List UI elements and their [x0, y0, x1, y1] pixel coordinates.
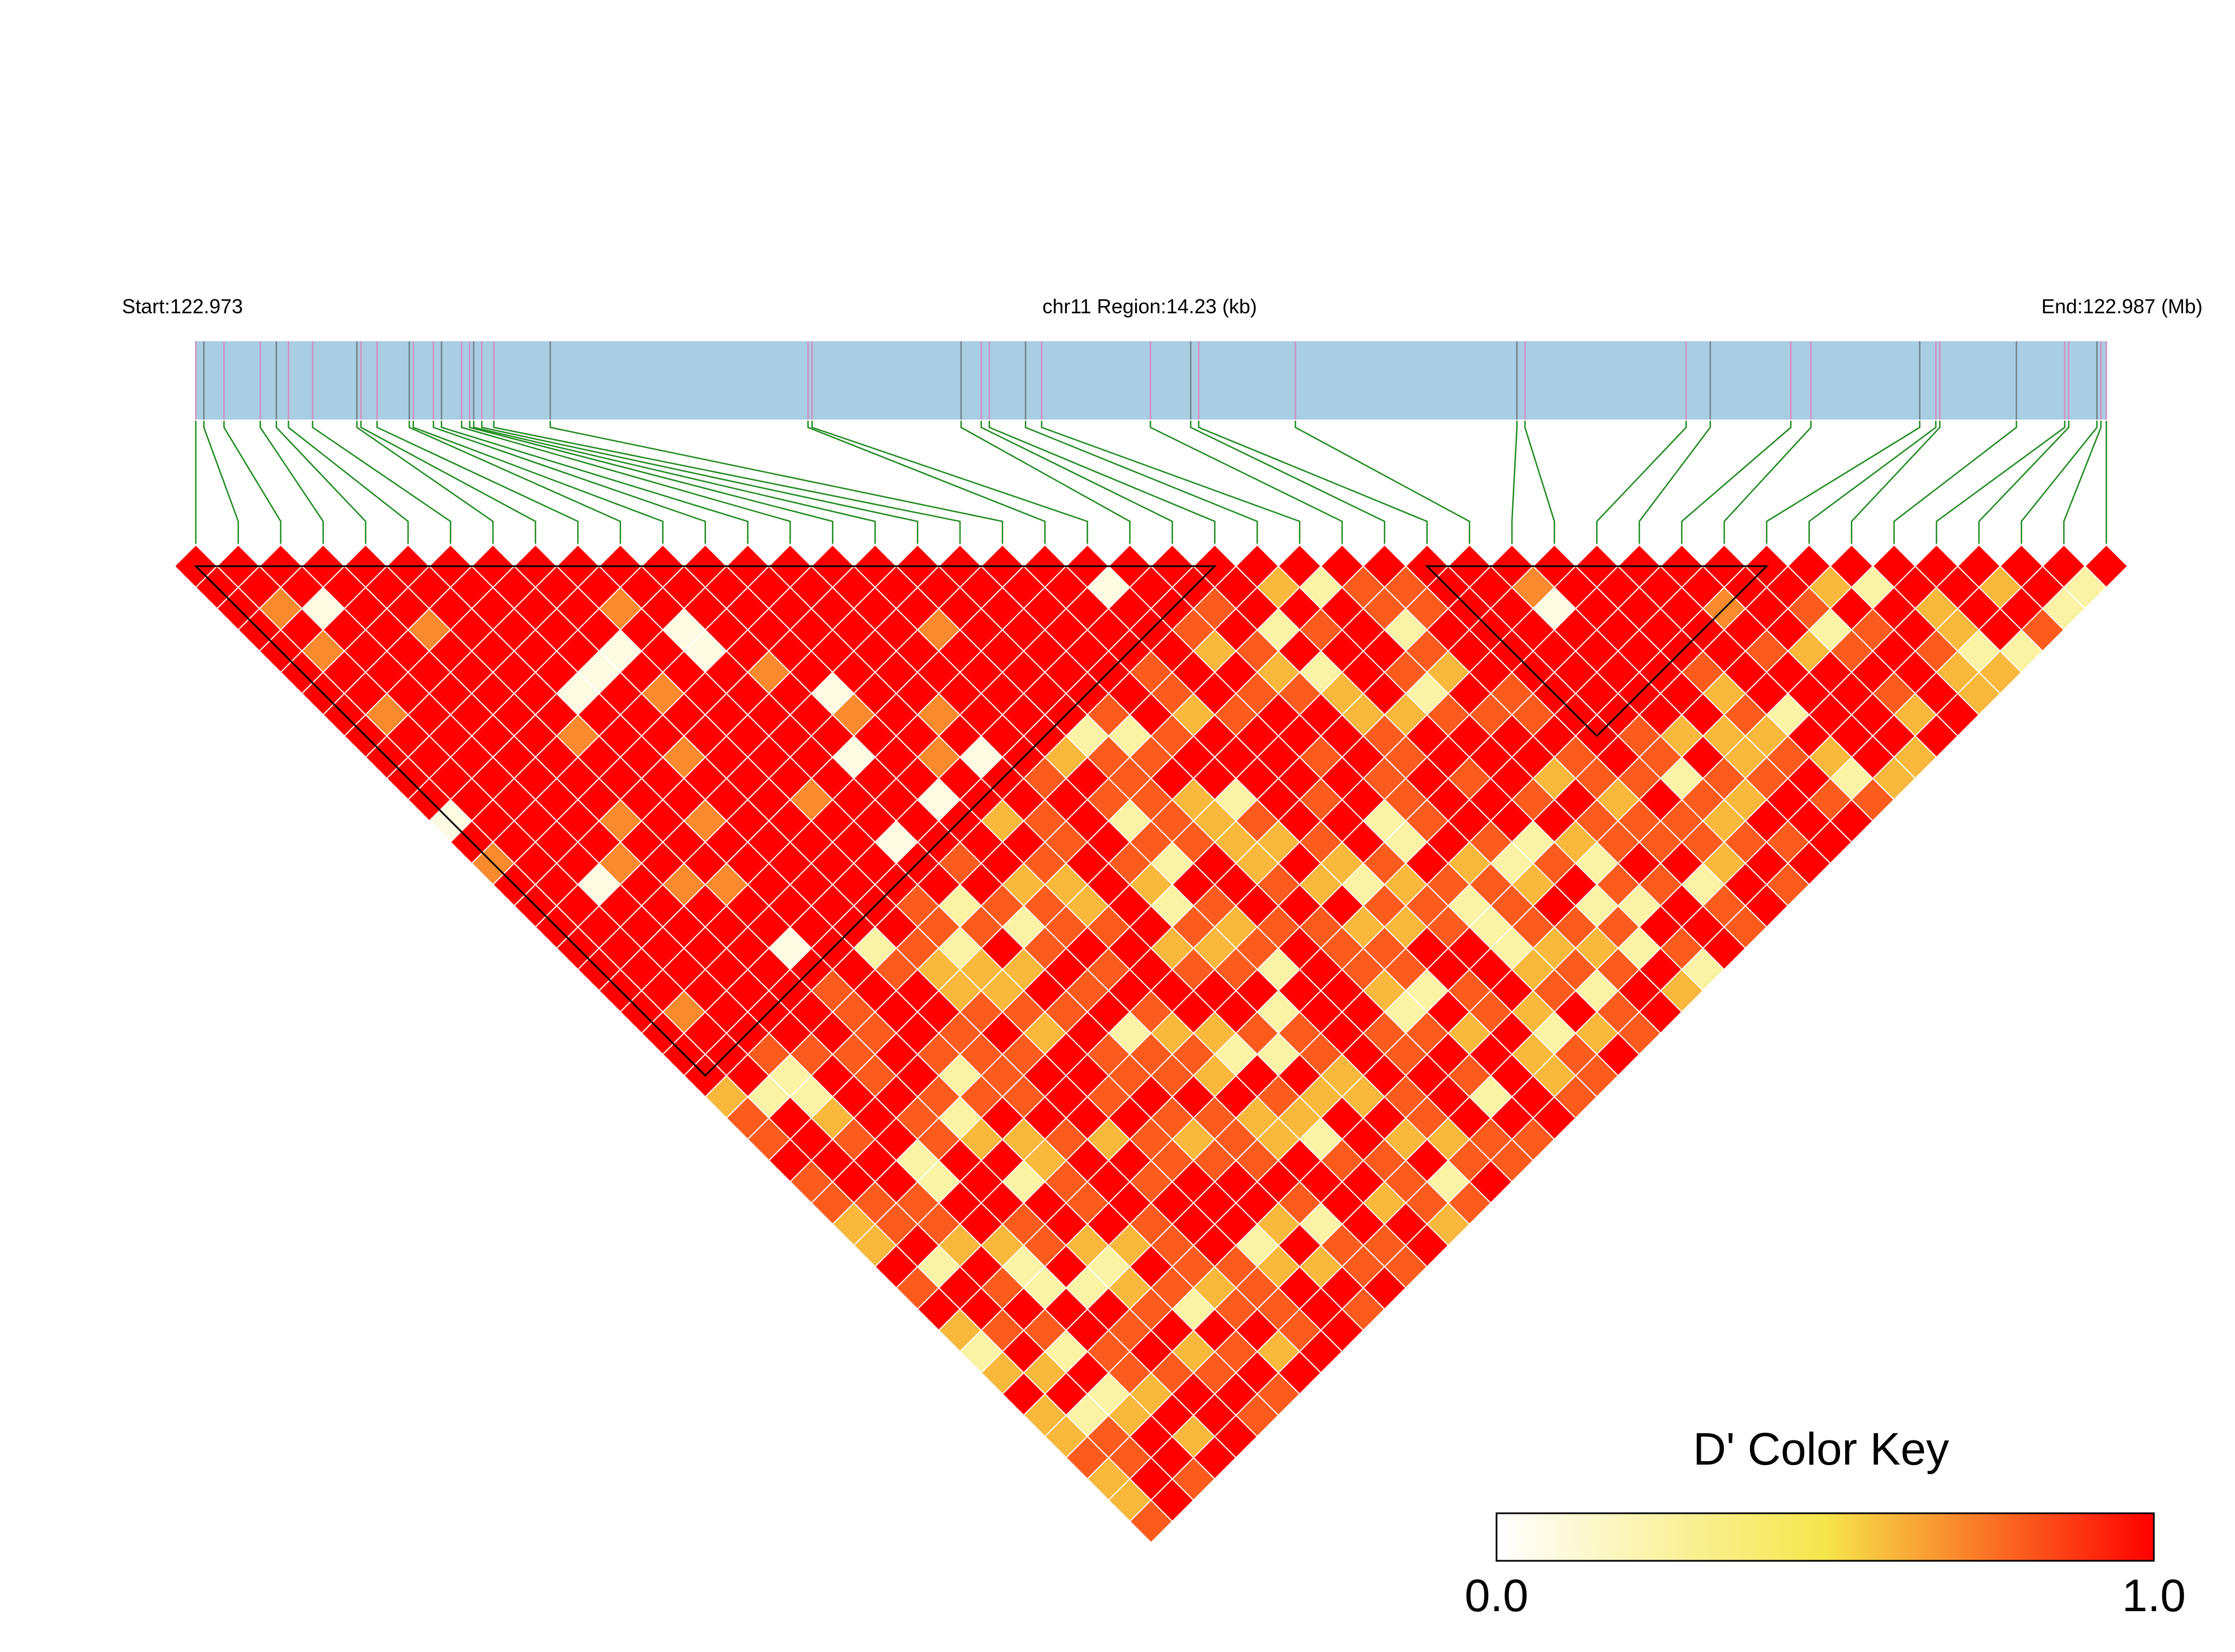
snp-connector [412, 421, 664, 544]
snp-connector [2020, 421, 2098, 544]
region-end-label: End:122.987 (Mb) [2041, 295, 2203, 318]
snp-connector [1893, 421, 2017, 544]
snp-connector [473, 421, 876, 544]
snp-connector [223, 421, 282, 544]
snp-connector [1851, 421, 1941, 544]
snp-connector [432, 421, 706, 544]
snp-connector [275, 421, 366, 544]
snp-connector [1190, 421, 1386, 544]
snp-connector [1295, 421, 1470, 544]
snp-connector [1041, 421, 1301, 544]
snp-connector [460, 421, 791, 544]
snp-connector [493, 421, 961, 544]
snp-connector [356, 421, 494, 544]
snp-connector [2063, 421, 2102, 544]
snp-connector [1524, 421, 1555, 544]
ld-diagonal-cell [2084, 544, 2129, 589]
snp-connector [360, 421, 537, 544]
snp-connector [1511, 421, 1518, 544]
snp-connector-lines [195, 421, 2107, 544]
snp-position-ticks [195, 341, 2107, 420]
snp-connector [1150, 421, 1343, 544]
snp-connector [989, 421, 1216, 544]
ld-cells [173, 544, 2129, 1543]
haplotype-block-outlines [194, 565, 1769, 1077]
snp-connector [440, 421, 749, 544]
snp-connector [481, 421, 919, 544]
snp-connector [203, 421, 239, 544]
snp-connector [1638, 421, 1711, 544]
snp-connector [960, 421, 1131, 544]
color-key: D' Color Key 0.0 1.0 [1465, 1424, 2186, 1621]
snp-connector [980, 421, 1173, 544]
snp-connector [1024, 421, 1258, 544]
color-key-gradient-bar [1495, 1512, 2155, 1562]
snp-connector [376, 421, 579, 544]
region-start-label: Start:122.973 [122, 295, 243, 318]
snp-connector [1596, 421, 1687, 544]
color-key-max-label: 1.0 [2122, 1570, 2186, 1621]
haplotype-block-outline [194, 565, 1217, 1077]
snp-connector [1723, 421, 1812, 544]
haplotype-block-outline [1425, 565, 1769, 737]
snp-connector [469, 421, 834, 544]
snp-connector [312, 421, 451, 544]
snp-connector [1681, 421, 1792, 544]
color-key-title: D' Color Key [1693, 1424, 1949, 1475]
snp-connector [1198, 421, 1428, 544]
region-length-label: chr11 Region:14.23 (kb) [1042, 295, 1257, 318]
snp-connector [1808, 421, 1937, 544]
snp-connector [1936, 421, 2065, 544]
snp-connector [807, 421, 1046, 544]
snp-connector [259, 421, 324, 544]
snp-connector [549, 421, 1004, 544]
snp-connector [408, 421, 622, 544]
snp-connector [1978, 421, 2070, 544]
snp-connector [811, 421, 1088, 544]
snp-connector [1766, 421, 1921, 544]
color-key-min-label: 0.0 [1465, 1570, 1528, 1621]
snp-connector [288, 421, 409, 544]
